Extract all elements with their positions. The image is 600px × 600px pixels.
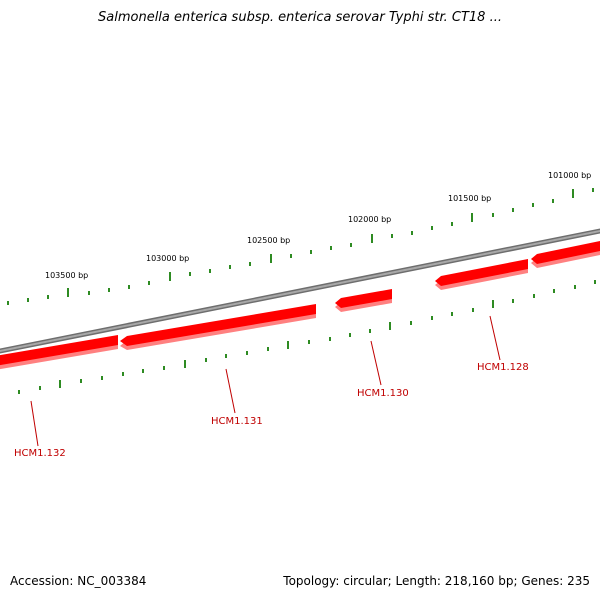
map-title: Salmonella enterica subsp. enterica sero… <box>98 10 502 25</box>
scale-label: 102500 bp <box>247 236 290 245</box>
scale-label: 102000 bp <box>348 215 391 224</box>
gene-leader-lines <box>30 315 501 447</box>
gene-feature-hcm1-132[interactable] <box>0 335 118 370</box>
gene-feature-hcm1-130[interactable] <box>335 289 392 312</box>
scale-label: 101500 bp <box>448 194 491 203</box>
gene-feature-partial[interactable] <box>531 240 600 268</box>
inner-ticks <box>18 280 596 394</box>
map-summary-text: Topology: circular; Length: 218,160 bp; … <box>283 574 590 588</box>
gene-label-hcm1-128[interactable]: HCM1.128 <box>477 362 529 373</box>
gene-feature-hcm1-128[interactable] <box>435 259 528 290</box>
gene-label-hcm1-132[interactable]: HCM1.132 <box>14 448 66 459</box>
gene-label-hcm1-130[interactable]: HCM1.130 <box>357 388 409 399</box>
gene-label-hcm1-131[interactable]: HCM1.131 <box>211 416 263 427</box>
scale-label: 103500 bp <box>45 271 88 280</box>
backbone-arc <box>0 228 600 354</box>
gene-feature-hcm1-131[interactable] <box>120 304 316 350</box>
accession-text: Accession: NC_003384 <box>10 574 147 588</box>
scale-label: 101000 bp <box>548 171 591 180</box>
scale-label: 103000 bp <box>146 254 189 263</box>
outer-ticks <box>7 188 594 305</box>
